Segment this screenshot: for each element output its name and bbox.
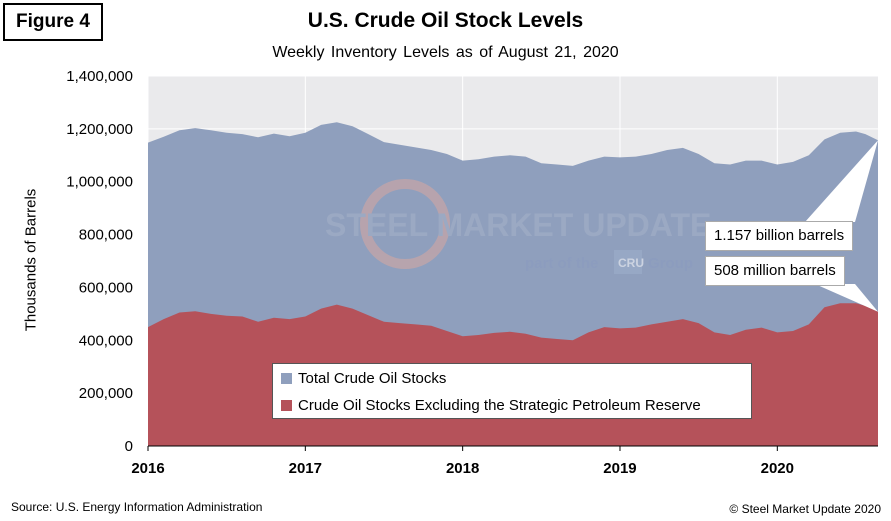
y-tick-label: 400,000: [79, 332, 133, 349]
legend-item-excl-spr: Crude Oil Stocks Excluding the Strategic…: [273, 392, 751, 418]
watermark: STEEL MARKET UPDATE part of the CRU Grou…: [325, 179, 711, 274]
legend-swatch-total: [281, 372, 292, 384]
legend-label-total: Total Crude Oil Stocks: [298, 369, 447, 387]
watermark-logo-ring: [360, 179, 450, 269]
y-tick-label: 1,200,000: [66, 121, 133, 138]
annotation-total: 1.157 billion barrels: [705, 221, 854, 251]
y-tick-label: 800,000: [79, 227, 133, 244]
source-note: Source: U.S. Energy Information Administ…: [11, 500, 263, 514]
watermark-cru-box: [614, 250, 642, 274]
callout-pointer: [815, 284, 878, 312]
chart-title: U.S. Crude Oil Stock Levels: [307, 9, 584, 32]
x-tick-label: 2020: [761, 460, 794, 477]
x-tick-label: 2016: [131, 460, 164, 477]
watermark-brand: STEEL MARKET UPDATE: [325, 207, 711, 243]
legend-swatch-excl-spr: [281, 399, 292, 411]
y-axis-ticks: 0 200,000 400,000 600,000 800,000 1,000,000 1,…: [66, 68, 133, 455]
watermark-cru-logo: CRU: [618, 256, 644, 270]
y-tick-label: 600,000: [79, 279, 133, 296]
legend-item-total: Total Crude Oil Stocks: [273, 365, 751, 391]
watermark-tagline-suffix: Group: [648, 255, 693, 272]
copyright-note: © Steel Market Update 2020: [729, 502, 881, 516]
chart-subtitle: Weekly Inventory Levels as of August 21,…: [272, 44, 619, 61]
x-tick-label: 2018: [446, 460, 479, 477]
watermark-tagline-prefix: part of the: [525, 255, 598, 272]
x-axis-ticks: 2016 2017 2018 2019 2020: [131, 446, 794, 477]
x-tick-label: 2017: [289, 460, 322, 477]
callout-lines: [805, 140, 878, 312]
legend-label-excl-spr: Crude Oil Stocks Excluding the Strategic…: [298, 396, 701, 414]
y-tick-label: 200,000: [79, 385, 133, 402]
annotation-excl-spr: 508 million barrels: [705, 256, 845, 286]
y-tick-label: 1,400,000: [66, 68, 133, 85]
figure-label: Figure 4: [3, 3, 103, 41]
x-tick-label: 2019: [603, 460, 636, 477]
y-tick-label: 0: [125, 438, 133, 455]
y-tick-label: 1,000,000: [66, 174, 133, 191]
callout-pointer: [805, 140, 878, 222]
legend: Total Crude Oil Stocks Crude Oil Stocks …: [272, 363, 752, 419]
